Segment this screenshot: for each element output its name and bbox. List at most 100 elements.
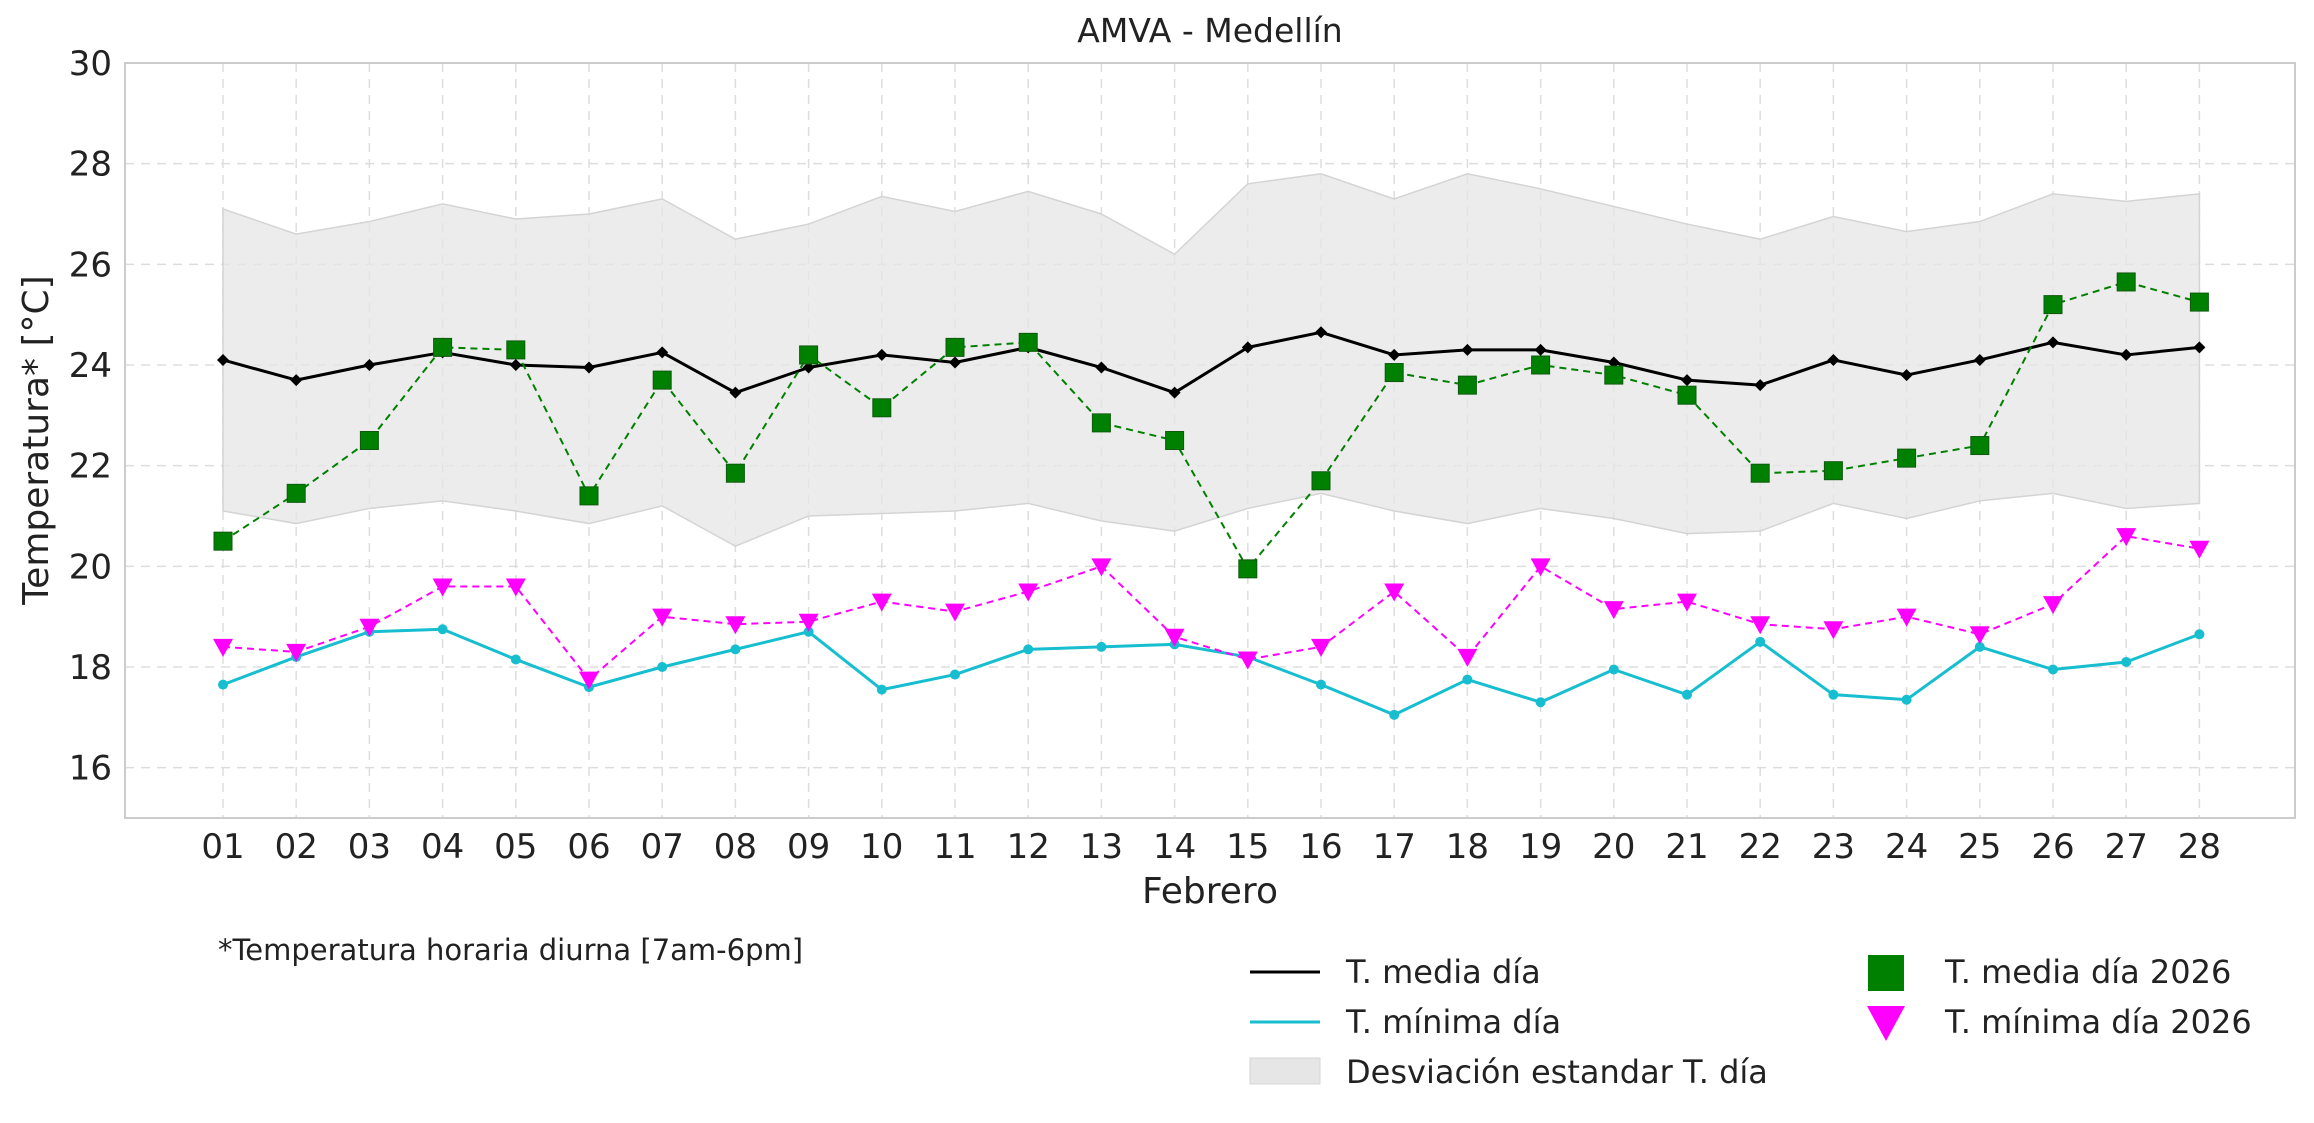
x-tick-label: 13 <box>1080 827 1123 867</box>
point-t-media <box>1388 348 1401 361</box>
point-t-media <box>363 359 376 371</box>
point-t-media <box>1607 356 1620 369</box>
y-tick-label: 30 <box>69 44 112 84</box>
point-t-minima-2026 <box>579 671 599 690</box>
point-t-media <box>2047 336 2059 349</box>
plot-frame <box>124 62 2296 819</box>
point-t-media-2026 <box>579 486 599 506</box>
point-t-media-2026 <box>2189 292 2209 312</box>
point-t-media-2026 <box>213 531 233 551</box>
x-tick-label: 12 <box>1007 827 1050 867</box>
std-band-layer <box>222 172 2201 548</box>
point-t-media-2026 <box>1750 463 1770 483</box>
x-tick-label: 08 <box>714 827 757 867</box>
series-layer <box>213 272 2210 720</box>
point-t-media <box>802 361 815 374</box>
point-t-media-2026 <box>799 345 819 365</box>
point-t-media-2026 <box>1970 436 1990 456</box>
point-t-media-2026 <box>1677 385 1697 405</box>
point-t-media <box>2193 341 2206 354</box>
point-t-media <box>1095 361 1108 374</box>
y-tick-label: 18 <box>69 648 112 688</box>
point-t-media-2026 <box>1018 332 1038 352</box>
x-tick-label: 17 <box>1373 827 1416 867</box>
std-band <box>222 172 2201 548</box>
point-t-media-2026 <box>1311 471 1331 491</box>
point-t-minima <box>1974 641 1985 652</box>
chart-title: AMVA - Medellín <box>1077 11 1342 50</box>
point-t-minima-2026 <box>871 593 892 612</box>
point-t-media-2026 <box>2116 272 2136 292</box>
x-tick-label: 14 <box>1153 827 1196 867</box>
point-t-minima-2026 <box>2116 528 2137 547</box>
point-t-media-2026 <box>1384 363 1404 383</box>
series-line-4 <box>222 535 2200 681</box>
point-t-media <box>1681 374 1693 387</box>
point-t-media-2026 <box>1165 431 1185 450</box>
point-t-media-2026 <box>945 337 965 357</box>
point-t-media <box>949 356 961 369</box>
x-tick-label: 01 <box>201 827 244 867</box>
point-t-media-2026 <box>1531 355 1551 375</box>
legend-label-t-minima-2026: T. mínima día 2026 <box>1944 1003 2252 1041</box>
footnote: *Temperatura horaria diurna [7am-6pm] <box>218 933 803 967</box>
point-t-minima-2026 <box>359 618 380 637</box>
x-tick-label: 02 <box>275 827 318 867</box>
point-t-minima <box>657 662 668 672</box>
x-tick-label: 16 <box>1299 827 1342 867</box>
point-t-minima-2026 <box>1457 648 1478 667</box>
point-t-minima-2026 <box>1018 583 1039 602</box>
legend-label-t-media: T. media día <box>1345 953 1541 991</box>
point-t-minima <box>1462 674 1473 685</box>
point-t-media-2026 <box>725 463 745 483</box>
point-t-media <box>2120 348 2133 361</box>
point-t-minima-2026 <box>505 578 526 597</box>
point-t-media <box>875 348 888 361</box>
point-t-minima <box>876 684 887 695</box>
point-t-media <box>1900 369 1913 382</box>
point-t-minima-2026 <box>2189 540 2210 559</box>
x-tick-label: 28 <box>2178 827 2221 867</box>
x-tick-label: 19 <box>1519 827 1562 867</box>
point-t-minima <box>1535 697 1546 708</box>
point-t-minima <box>510 654 521 665</box>
point-t-media-2026 <box>1457 375 1477 395</box>
point-t-minima-2026 <box>1969 626 1990 645</box>
point-t-minima-2026 <box>1530 558 1551 577</box>
tick-labels: 01 02 03 04 05 06 07 08 09 10 11 12 13 14 15 16 17 18 19 20… <box>69 44 2221 867</box>
x-tick-label: 22 <box>1739 827 1782 867</box>
x-tick-label: 15 <box>1226 827 1269 867</box>
point-t-minima <box>437 624 448 635</box>
point-t-media-2026 <box>286 483 306 503</box>
point-t-minima-2026 <box>1823 621 1844 640</box>
y-tick-label: 16 <box>69 749 112 789</box>
point-t-minima <box>1023 644 1034 655</box>
point-t-media <box>1241 341 1254 354</box>
legend-label-std-band: Desviación estandar T. día <box>1346 1053 1768 1091</box>
y-axis-label: Temperatura* [°C] <box>16 275 57 605</box>
x-tick-label: 09 <box>787 827 830 867</box>
point-t-media-2026 <box>359 431 379 450</box>
point-t-media <box>656 346 669 359</box>
y-tick-label: 22 <box>69 447 112 487</box>
series-line-2 <box>222 627 2200 717</box>
point-t-minima-2026 <box>1677 593 1697 612</box>
point-t-minima <box>2194 629 2205 640</box>
point-t-media-2026 <box>1604 365 1624 385</box>
point-t-media-2026 <box>2043 295 2063 315</box>
legend-swatch-t-media-2026 <box>1868 955 1904 991</box>
point-t-minima <box>2048 664 2058 675</box>
point-t-media <box>290 374 303 387</box>
point-t-media <box>509 359 522 371</box>
y-tick-label: 26 <box>69 245 112 285</box>
point-t-minima-2026 <box>286 643 307 662</box>
point-t-minima <box>1096 641 1107 652</box>
x-tick-label: 18 <box>1446 827 1489 867</box>
point-t-minima <box>1608 664 1619 675</box>
x-tick-label: 11 <box>933 827 976 867</box>
point-t-minima-2026 <box>1164 628 1185 647</box>
point-t-media <box>1315 326 1327 339</box>
x-tick-label: 26 <box>2031 827 2074 867</box>
